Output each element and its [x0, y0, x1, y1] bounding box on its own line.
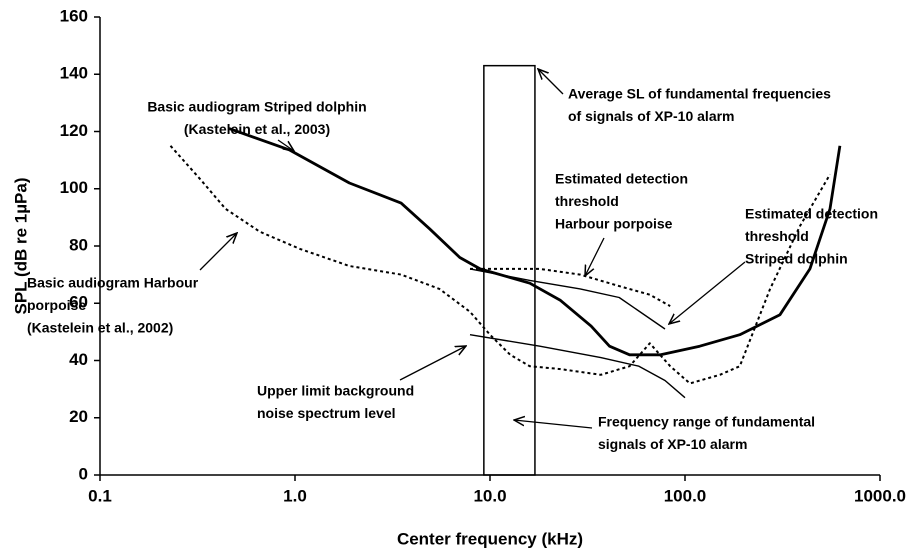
annotation: threshold [745, 228, 809, 244]
x-tick-label: 0.1 [88, 486, 112, 505]
y-tick-label: 20 [69, 407, 88, 426]
series-line [228, 127, 842, 357]
series-line [470, 267, 671, 307]
annotation: Average SL of fundamental frequencies [568, 86, 831, 102]
y-tick-label: 100 [60, 178, 88, 197]
x-tick-label: 1.0 [283, 486, 307, 505]
annotation-arrow [277, 139, 294, 151]
annotation-arrow [538, 69, 564, 95]
annotation: (Kastelein et al., 2003) [184, 121, 330, 137]
y-tick-label: 120 [60, 121, 88, 140]
annotation-arrow [399, 346, 466, 381]
frequency-range-box [483, 64, 536, 476]
annotation: noise spectrum level [257, 405, 396, 421]
annotation: Harbour porpoise [555, 216, 673, 232]
y-tick-label: 0 [79, 464, 88, 483]
y-tick-label: 160 [60, 6, 88, 25]
annotation-arrow [585, 237, 605, 276]
annotation: porpoise [27, 297, 86, 313]
x-tick-label: 100.0 [664, 486, 707, 505]
annotation: Frequency range of fundamental [598, 414, 815, 430]
y-tick-label: 140 [60, 64, 88, 83]
annotation: of signals of XP-10 alarm [568, 108, 735, 124]
series-line [169, 145, 831, 385]
y-axis-title: SPL (dB re 1µPa) [11, 177, 30, 314]
annotation: Estimated detection [745, 206, 878, 222]
annotation: Basic audiogram Striped dolphin [147, 99, 366, 115]
annotation: Basic audiogram Harbour [27, 275, 199, 291]
series-line [469, 334, 686, 399]
annotation: threshold [555, 193, 619, 209]
annotation: (Kastelein et al., 2002) [27, 320, 173, 336]
annotation: signals of XP-10 alarm [598, 436, 747, 452]
annotation-arrow [514, 420, 593, 429]
x-axis-title: Center frequency (kHz) [397, 529, 583, 548]
x-tick-label: 1000.0 [854, 486, 906, 505]
y-tick-label: 40 [69, 350, 88, 369]
series-line [469, 268, 666, 330]
annotation: Upper limit background [257, 383, 414, 399]
annotation: Estimated detection [555, 171, 688, 187]
annotation-arrow [199, 233, 237, 271]
annotation-arrow [669, 261, 746, 324]
y-tick-label: 80 [69, 235, 88, 254]
annotation: Striped dolphin [745, 251, 848, 267]
x-tick-label: 10.0 [473, 486, 506, 505]
y-tick-label: 60 [69, 293, 88, 312]
